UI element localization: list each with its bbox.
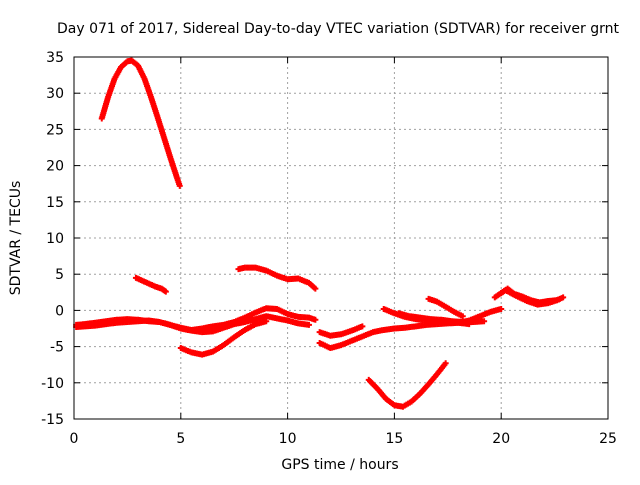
data-point [481,318,488,325]
data-points [73,57,567,410]
y-tick-label: -5 [50,340,64,356]
grid-lines [74,57,608,419]
data-point [162,288,169,295]
series-arc-7 [316,305,505,352]
x-tick-label: 20 [492,431,510,447]
chart-title: Day 071 of 2017, Sidereal Day-to-day VTE… [57,21,619,37]
data-point [560,294,567,301]
series-arc-11 [425,295,466,320]
x-tick-label: 10 [279,431,297,447]
x-tick-label: 0 [70,431,79,447]
x-tick-label: 15 [385,431,403,447]
x-axis-label: GPS time / hours [281,457,398,473]
series-arc-14 [491,287,562,308]
series-arc-5 [73,313,312,336]
y-tick-label: 35 [46,50,64,66]
y-tick-label: 10 [46,231,64,247]
data-point [359,323,366,330]
data-point [263,318,270,325]
series-arc-3 [235,264,319,292]
data-point [305,321,312,328]
x-tick-label: 25 [599,431,617,447]
data-point [176,182,183,189]
axis-ticks: 0 5 10 15 20 25 -15 -10 -5 0 5 10 15 20 25 30 35 [41,50,617,447]
series-arc-12 [365,360,449,410]
data-point [442,360,449,367]
series-arc-2 [132,274,169,295]
data-point [312,316,319,323]
data-point [459,313,466,320]
data-point [555,296,562,303]
x-tick-label: 5 [176,431,185,447]
series-arc-8 [316,323,366,339]
y-tick-label: 15 [46,195,64,211]
y-tick-label: -15 [41,412,64,428]
series-arc-10 [395,310,488,325]
series-arc-1 [98,57,183,189]
data-point [498,305,505,312]
data-point [312,285,319,292]
y-tick-label: 20 [46,159,64,175]
y-tick-label: 5 [55,267,64,283]
y-tick-label: -10 [41,376,64,392]
y-tick-label: 25 [46,122,64,138]
y-tick-label: 30 [46,86,64,102]
y-tick-label: 0 [55,303,64,319]
y-axis-label: SDTVAR / TECUs [8,181,24,296]
series-arc-6 [177,318,270,358]
